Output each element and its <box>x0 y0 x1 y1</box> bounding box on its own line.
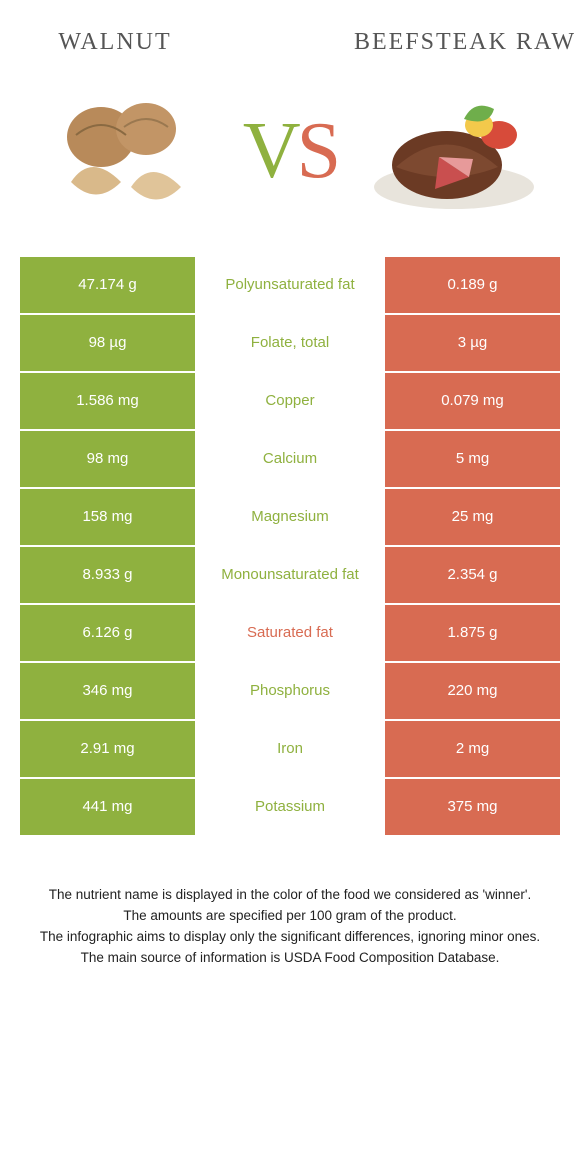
walnut-icon <box>46 87 206 217</box>
table-row: 2.91 mgIron2 mg <box>20 721 560 777</box>
table-row: 1.586 mgCopper0.079 mg <box>20 373 560 429</box>
table-row: 346 mgPhosphorus220 mg <box>20 663 560 719</box>
table-row: 6.126 gSaturated fat1.875 g <box>20 605 560 661</box>
nutrient-label: Calcium <box>195 431 385 487</box>
right-value: 0.079 mg <box>385 373 560 429</box>
right-value: 375 mg <box>385 779 560 835</box>
right-value: 5 mg <box>385 431 560 487</box>
right-value: 1.875 g <box>385 605 560 661</box>
left-value: 158 mg <box>20 489 195 545</box>
left-value: 98 mg <box>20 431 195 487</box>
nutrient-table: 47.174 gPolyunsaturated fat0.189 g98 µgF… <box>20 257 560 835</box>
left-value: 47.174 g <box>20 257 195 313</box>
vs-v: V <box>243 107 297 195</box>
vs-label: VS <box>233 106 347 197</box>
left-value: 441 mg <box>20 779 195 835</box>
left-value: 346 mg <box>20 663 195 719</box>
nutrient-label: Saturated fat <box>195 605 385 661</box>
titles-row: Walnut Beefsteak raw <box>0 0 580 57</box>
walnut-image <box>20 87 233 217</box>
right-value: 2.354 g <box>385 547 560 603</box>
right-title: Beefsteak raw <box>350 28 580 57</box>
left-value: 98 µg <box>20 315 195 371</box>
left-value: 2.91 mg <box>20 721 195 777</box>
left-title: Walnut <box>0 28 230 57</box>
nutrient-label: Iron <box>195 721 385 777</box>
table-row: 8.933 gMonounsaturated fat2.354 g <box>20 547 560 603</box>
beefsteak-image <box>347 87 560 217</box>
vs-s: S <box>297 107 338 195</box>
nutrient-label: Potassium <box>195 779 385 835</box>
nutrient-label: Folate, total <box>195 315 385 371</box>
hero-row: VS <box>0 87 580 217</box>
footer-notes: The nutrient name is displayed in the co… <box>0 885 580 969</box>
left-value: 1.586 mg <box>20 373 195 429</box>
footer-line-2: The amounts are specified per 100 gram o… <box>30 906 550 927</box>
nutrient-label: Polyunsaturated fat <box>195 257 385 313</box>
nutrient-label: Magnesium <box>195 489 385 545</box>
table-row: 98 mgCalcium5 mg <box>20 431 560 487</box>
right-value: 0.189 g <box>385 257 560 313</box>
right-value: 25 mg <box>385 489 560 545</box>
right-value: 2 mg <box>385 721 560 777</box>
left-value: 8.933 g <box>20 547 195 603</box>
nutrient-label: Copper <box>195 373 385 429</box>
table-row: 158 mgMagnesium25 mg <box>20 489 560 545</box>
beefsteak-icon <box>369 87 539 217</box>
nutrient-label: Phosphorus <box>195 663 385 719</box>
table-row: 47.174 gPolyunsaturated fat0.189 g <box>20 257 560 313</box>
right-value: 220 mg <box>385 663 560 719</box>
nutrient-label: Monounsaturated fat <box>195 547 385 603</box>
footer-line-3: The infographic aims to display only the… <box>30 927 550 948</box>
footer-line-1: The nutrient name is displayed in the co… <box>30 885 550 906</box>
title-gap <box>230 28 350 57</box>
left-value: 6.126 g <box>20 605 195 661</box>
table-row: 98 µgFolate, total3 µg <box>20 315 560 371</box>
table-row: 441 mgPotassium375 mg <box>20 779 560 835</box>
footer-line-4: The main source of information is USDA F… <box>30 948 550 969</box>
right-value: 3 µg <box>385 315 560 371</box>
